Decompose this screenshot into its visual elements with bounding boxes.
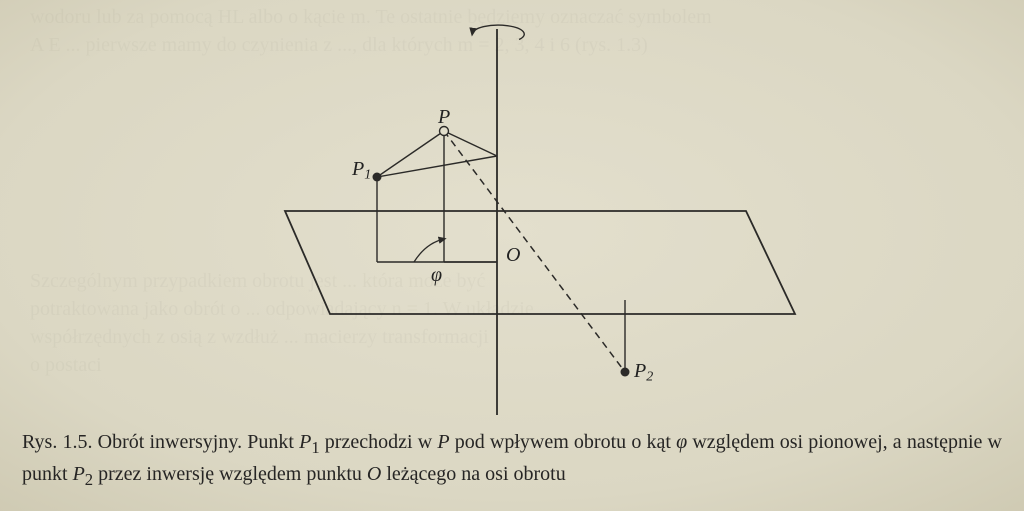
caption-o: O — [367, 463, 381, 485]
line-p-to-p2-dashed — [444, 131, 625, 372]
rotation-arrow — [472, 25, 524, 39]
label-p2: P2 — [634, 360, 653, 386]
label-p1-letter: P — [352, 158, 364, 180]
figure-caption: Rys. 1.5. Obrót inwersyjny. Punkt P1 prz… — [22, 428, 1002, 492]
caption-p1: P — [299, 431, 311, 453]
caption-prefix: Rys. 1.5. Obrót inwersyjny. Punkt — [22, 431, 299, 453]
line-p1-to-axis — [377, 156, 497, 177]
caption-tail: leżącego na osi obrotu — [381, 463, 565, 485]
label-p1-sub: 1 — [364, 168, 371, 183]
label-p2-letter: P — [634, 360, 646, 382]
label-p2-sub: 2 — [646, 370, 653, 385]
label-p-text: P — [438, 106, 450, 128]
caption-mid1: przechodzi w — [320, 431, 438, 453]
caption-p1-sub: 1 — [311, 438, 319, 457]
label-o-text: O — [506, 244, 520, 266]
caption-p2-sub: 2 — [85, 470, 93, 489]
line-p-to-axis — [444, 131, 497, 156]
label-p: P — [438, 106, 450, 129]
angle-phi-arc — [414, 239, 444, 262]
caption-p: P — [437, 431, 449, 453]
caption-mid2: pod wpływem obrotu o kąt — [450, 431, 677, 453]
caption-mid4: przez inwersję względem punktu — [93, 463, 367, 485]
caption-p2: P — [73, 463, 85, 485]
caption-phi: φ — [676, 431, 687, 453]
point-p1 — [373, 173, 382, 182]
label-phi-text: φ — [431, 264, 442, 286]
label-o: O — [506, 244, 520, 267]
label-p1: P1 — [352, 158, 371, 184]
line-p1-to-p — [377, 131, 444, 177]
point-p2 — [621, 368, 630, 377]
label-phi: φ — [431, 264, 442, 287]
horizontal-plane — [285, 211, 795, 314]
